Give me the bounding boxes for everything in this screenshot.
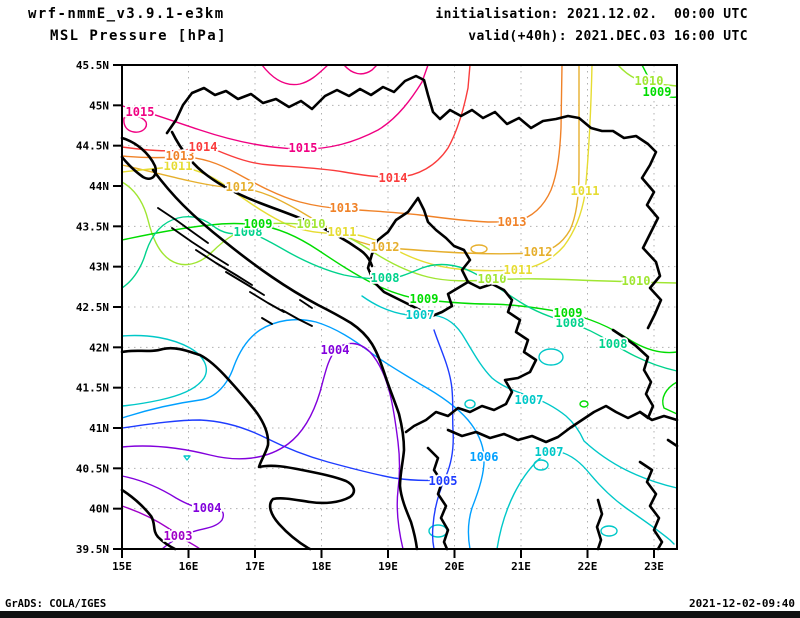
- contour-label-1015: 1015: [126, 105, 155, 119]
- contour-label-1008: 1008: [234, 225, 263, 239]
- lon-tick-label: 18E: [312, 560, 332, 573]
- contour-label-1007: 1007: [515, 393, 544, 407]
- contour-label-1011: 1011: [328, 225, 357, 239]
- lat-tick-label: 41N: [89, 422, 109, 435]
- lon-tick-label: 20E: [445, 560, 465, 573]
- model-title: wrf-nmmE_v3.9.1-e3km: [28, 6, 225, 22]
- contour-label-1013: 1013: [166, 149, 195, 163]
- lat-tick-label: 40N: [89, 503, 109, 516]
- contour-label-1011: 1011: [504, 263, 533, 277]
- lat-tick-label: 44.5N: [76, 140, 109, 153]
- contour-label-1008: 1008: [556, 316, 585, 330]
- contour-value-labels: 1003100410041005100610071007100710081008…: [124, 72, 673, 545]
- lon-tick-label: 19E: [378, 560, 398, 573]
- variable-title: MSL Pressure [hPa]: [50, 28, 227, 44]
- contour-label-1004: 1004: [321, 343, 350, 357]
- lat-tick-label: 40.5N: [76, 462, 109, 475]
- lon-tick-label: 21E: [511, 560, 531, 573]
- north-border: [165, 74, 663, 330]
- kosovo-macedonia-border: [404, 280, 538, 434]
- border-fragment-south: [595, 498, 604, 551]
- contour-label-1005: 1005: [429, 474, 458, 488]
- dalmatian-coast: [151, 168, 419, 551]
- contour-label-1004: 1004: [193, 501, 222, 515]
- italy-south-coast: [120, 488, 177, 551]
- lon-tick-label: 15E: [112, 560, 132, 573]
- italy-adriatic-coast: [120, 346, 356, 551]
- window-bottom-bar: [0, 611, 800, 618]
- axis-ticks-and-labels: 45.5N 45N 44.5N 44N 43.5N 43N 42.5N 42N 41.5N 41N…: [76, 59, 664, 573]
- contour-label-1007: 1007: [535, 445, 564, 459]
- adriatic-islands: [157, 207, 313, 327]
- contour-label-1011: 1011: [164, 159, 193, 173]
- lon-tick-label: 22E: [578, 560, 598, 573]
- contour-label-1010: 1010: [635, 74, 664, 88]
- contour-label-1015: 1015: [289, 141, 318, 155]
- creation-timestamp-label: 2021-12-02-09:40: [689, 597, 795, 610]
- contour-label-1013: 1013: [330, 201, 359, 215]
- init-time-label: initialisation: 2021.12.02. 00:00 UTC: [435, 7, 748, 22]
- contour-label-1014: 1014: [379, 171, 408, 185]
- inland-border-croatia-bosnia: [170, 130, 374, 268]
- serbia-bulgaria-border: [611, 328, 655, 420]
- contour-label-1009: 1009: [244, 217, 273, 231]
- contour-label-1012: 1012: [371, 240, 400, 254]
- contour-label-1009: 1009: [410, 292, 439, 306]
- albania-greece-border: [426, 446, 450, 551]
- macedonia-greece-border: [446, 404, 679, 444]
- contour-label-1009: 1009: [554, 306, 583, 320]
- contour-label-1010: 1010: [622, 274, 651, 288]
- contour-label-1008: 1008: [371, 271, 400, 285]
- lon-tick-label: 23E: [644, 560, 664, 573]
- lat-tick-label: 45N: [89, 99, 109, 112]
- contour-label-1010: 1010: [297, 217, 326, 231]
- istria-coast: [120, 136, 158, 180]
- contour-label-1010: 1010: [478, 272, 507, 286]
- central-balkans-border-loop: [366, 196, 472, 318]
- contour-label-1008: 1008: [599, 337, 628, 351]
- border-fragment-southeast: [638, 460, 664, 551]
- contour-label-1012: 1012: [524, 245, 553, 259]
- lat-tick-label: 41.5N: [76, 382, 109, 395]
- lat-tick-label: 43N: [89, 261, 109, 274]
- contour-label-1006: 1006: [470, 450, 499, 464]
- contour-label-1011: 1011: [571, 184, 600, 198]
- contour-label-1007: 1007: [406, 308, 435, 322]
- lat-tick-label: 42.5N: [76, 301, 109, 314]
- contour-label-1014: 1014: [189, 140, 218, 154]
- pressure-contours: [121, 64, 678, 550]
- contour-label-1013: 1013: [498, 215, 527, 229]
- lat-tick-label: 44N: [89, 180, 109, 193]
- contour-label-1009: 1009: [643, 85, 672, 99]
- border-fragment-east: [666, 438, 679, 448]
- grads-credit-label: GrADS: COLA/IGES: [5, 598, 107, 610]
- valid-time-label: valid(+40h): 2021.DEC.03 16:00 UTC: [468, 29, 748, 44]
- lat-tick-label: 42N: [89, 341, 109, 354]
- lon-tick-label: 16E: [179, 560, 199, 573]
- coastlines-and-borders: [120, 74, 679, 551]
- contour-label-1003: 1003: [164, 529, 193, 543]
- lat-tick-label: 45.5N: [76, 59, 109, 72]
- lat-tick-label: 43.5N: [76, 220, 109, 233]
- lat-tick-label: 39.5N: [76, 543, 109, 556]
- lon-tick-label: 17E: [245, 560, 265, 573]
- contour-label-1012: 1012: [226, 180, 255, 194]
